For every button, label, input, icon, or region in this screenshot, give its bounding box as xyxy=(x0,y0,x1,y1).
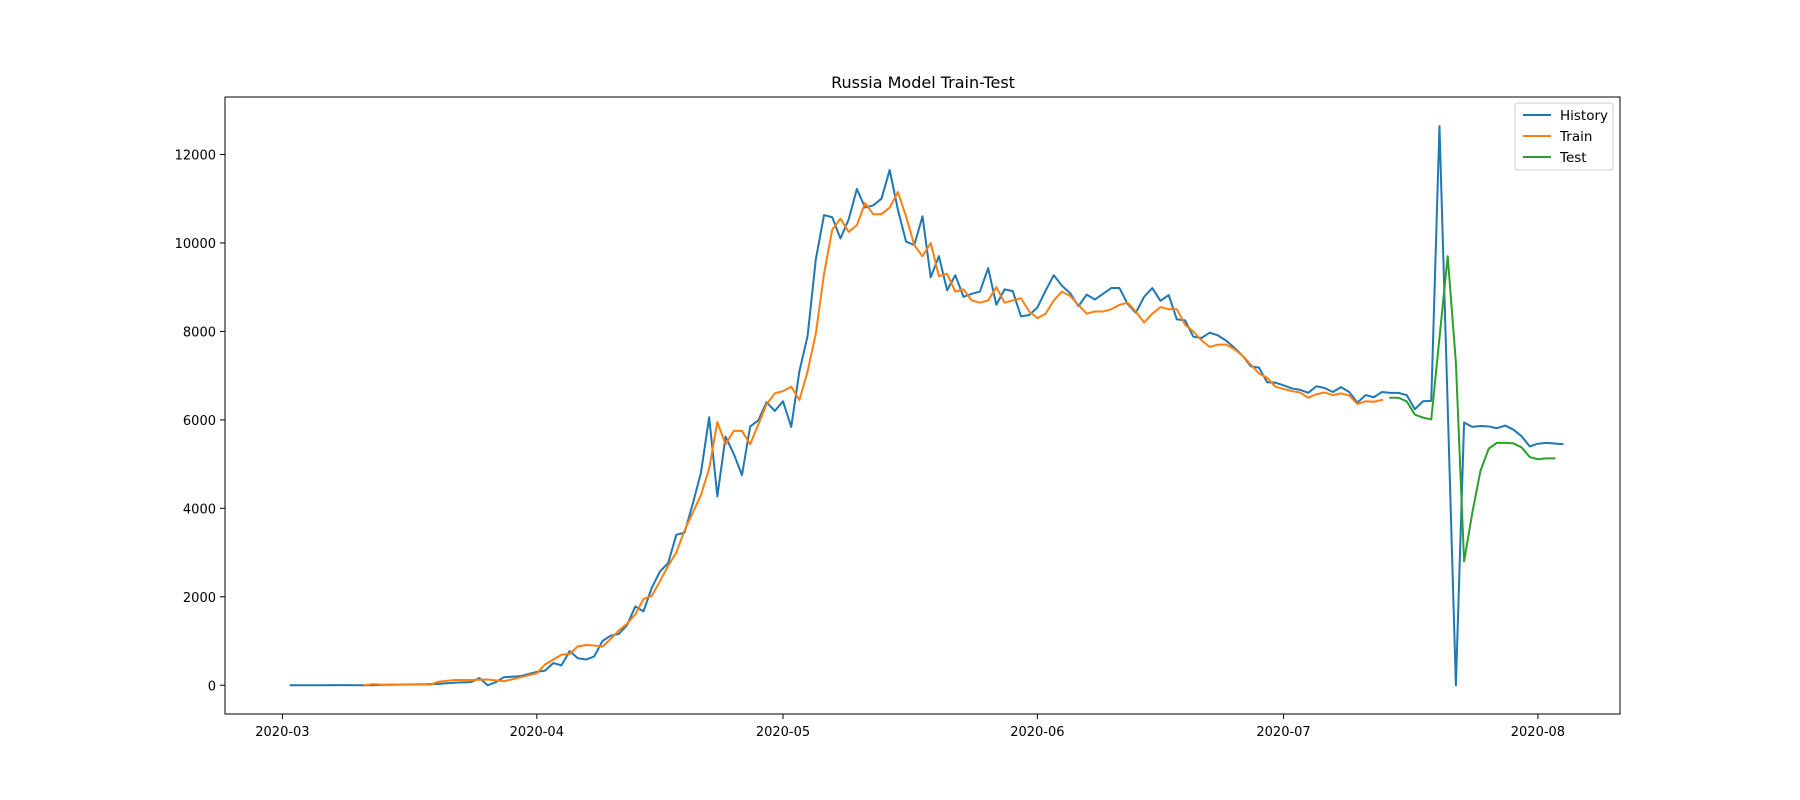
y-tick-label: 6000 xyxy=(183,414,216,429)
series-line-train xyxy=(363,191,1384,687)
x-tick-label: 2020-03 xyxy=(255,725,309,740)
legend-label-history: History xyxy=(1560,108,1608,124)
y-tick-label: 4000 xyxy=(183,502,216,517)
y-tick-label: 0 xyxy=(208,679,216,694)
x-tick-label: 2020-05 xyxy=(756,725,810,740)
y-tick-label: 12000 xyxy=(175,148,216,163)
legend-box xyxy=(1514,102,1614,171)
legend-label-train: Train xyxy=(1559,129,1592,145)
chart-title: Russia Model Train-Test xyxy=(831,73,1015,92)
plot-area-frame xyxy=(224,96,1621,715)
y-tick-label: 2000 xyxy=(183,591,216,606)
y-tick-label: 10000 xyxy=(175,237,216,252)
x-tick-label: 2020-07 xyxy=(1256,725,1310,740)
legend-label-test: Test xyxy=(1559,150,1587,166)
x-tick-label: 2020-08 xyxy=(1511,725,1565,740)
legend: History Train Test xyxy=(1514,102,1614,171)
series-layer xyxy=(289,125,1564,687)
y-axis: 0 2000 4000 6000 8000 10000 12000 xyxy=(175,148,225,694)
x-tick-label: 2020-06 xyxy=(1010,725,1064,740)
y-tick-label: 8000 xyxy=(183,325,216,340)
x-tick-label: 2020-04 xyxy=(510,725,564,740)
series-line-test xyxy=(1389,255,1556,563)
series-line-history xyxy=(289,125,1564,687)
x-axis: 2020-03 2020-04 2020-05 2020-06 2020-07 2020-… xyxy=(255,714,1565,740)
